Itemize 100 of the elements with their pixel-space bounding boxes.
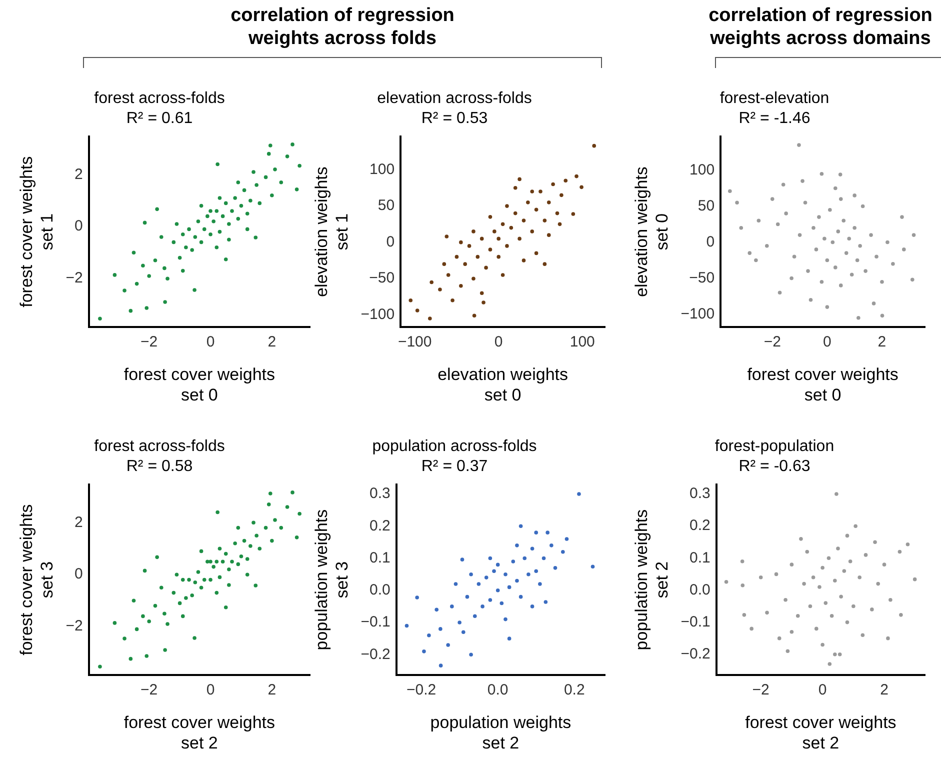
y-tick-label: 0 bbox=[74, 566, 83, 583]
point bbox=[574, 174, 578, 178]
point bbox=[735, 200, 739, 205]
point bbox=[580, 185, 584, 190]
x-axis-title: elevation weights set 0 bbox=[438, 365, 568, 404]
point bbox=[438, 664, 443, 668]
point bbox=[459, 240, 463, 244]
point bbox=[790, 630, 794, 634]
point bbox=[880, 280, 884, 284]
y-tick-label: 0 bbox=[706, 233, 715, 250]
point bbox=[546, 200, 551, 204]
x-axis-title: forest cover weights set 2 bbox=[745, 713, 896, 752]
point bbox=[852, 226, 856, 230]
y-tick-label: 0.1 bbox=[370, 549, 390, 566]
point bbox=[438, 627, 442, 631]
point bbox=[592, 144, 596, 148]
point bbox=[864, 553, 868, 557]
x-tick-label: 2 bbox=[878, 333, 886, 350]
chart-subtitle: R² = 0.37 bbox=[421, 458, 488, 476]
point bbox=[784, 598, 788, 602]
point bbox=[740, 559, 744, 564]
point bbox=[858, 575, 862, 580]
point bbox=[522, 218, 526, 222]
point bbox=[500, 601, 504, 606]
point bbox=[886, 636, 890, 640]
point bbox=[496, 588, 500, 592]
point bbox=[534, 251, 538, 256]
point bbox=[873, 540, 877, 544]
point bbox=[799, 537, 803, 541]
point bbox=[797, 143, 801, 147]
x-tick-label: 2 bbox=[268, 333, 276, 350]
point bbox=[852, 194, 856, 198]
point bbox=[798, 233, 802, 237]
point bbox=[902, 248, 906, 252]
point bbox=[838, 172, 842, 176]
point bbox=[774, 572, 778, 576]
point bbox=[530, 190, 534, 194]
point bbox=[820, 566, 824, 570]
x-tick-label: 0 bbox=[494, 333, 503, 350]
x-axis-title: forest cover weights set 2 bbox=[124, 713, 276, 752]
point bbox=[811, 575, 816, 580]
x-tick-label: 2 bbox=[268, 681, 276, 698]
point bbox=[415, 596, 419, 600]
point bbox=[538, 582, 542, 586]
point bbox=[817, 215, 821, 219]
point bbox=[530, 546, 534, 551]
point bbox=[404, 624, 409, 628]
chart-subtitle: R² = 0.61 bbox=[126, 110, 193, 128]
point bbox=[546, 530, 550, 534]
point bbox=[784, 212, 788, 216]
point bbox=[864, 269, 868, 273]
point bbox=[513, 211, 518, 216]
point bbox=[796, 614, 800, 618]
point bbox=[872, 302, 876, 306]
point bbox=[776, 222, 780, 226]
point bbox=[500, 273, 505, 277]
point bbox=[496, 236, 501, 241]
point bbox=[442, 262, 446, 266]
point bbox=[454, 254, 459, 259]
point bbox=[534, 530, 538, 534]
x-tick-label: 0.2 bbox=[564, 681, 585, 698]
y-tick-label: 50 bbox=[378, 197, 395, 214]
point bbox=[790, 562, 794, 566]
point bbox=[838, 197, 843, 201]
chart-subtitle: R² = 0.58 bbox=[126, 458, 193, 476]
y-axis-title: population weights set 2 bbox=[632, 509, 672, 650]
point bbox=[910, 278, 914, 282]
point bbox=[855, 258, 860, 262]
point bbox=[847, 236, 851, 241]
point bbox=[518, 236, 522, 241]
point bbox=[825, 305, 830, 309]
point bbox=[886, 240, 890, 244]
y-tick-label: 0.0 bbox=[690, 581, 710, 598]
point bbox=[509, 226, 514, 230]
point bbox=[765, 610, 769, 615]
point bbox=[856, 316, 860, 320]
point bbox=[530, 604, 534, 608]
point bbox=[781, 182, 786, 187]
point bbox=[900, 215, 904, 219]
point bbox=[876, 582, 880, 586]
point bbox=[522, 258, 526, 262]
point bbox=[888, 598, 892, 602]
point bbox=[480, 236, 484, 241]
point bbox=[834, 186, 838, 190]
point bbox=[854, 524, 858, 528]
point bbox=[561, 550, 565, 554]
point bbox=[808, 298, 813, 302]
point bbox=[542, 262, 547, 266]
point bbox=[544, 600, 548, 604]
x-tick-label: −2 bbox=[752, 681, 770, 698]
point bbox=[842, 569, 846, 573]
point bbox=[899, 613, 903, 617]
point bbox=[530, 230, 534, 234]
point bbox=[504, 572, 508, 576]
point bbox=[803, 200, 808, 205]
point bbox=[550, 544, 554, 548]
point bbox=[542, 556, 546, 560]
point bbox=[858, 244, 862, 248]
point bbox=[496, 254, 501, 259]
point bbox=[845, 534, 850, 538]
